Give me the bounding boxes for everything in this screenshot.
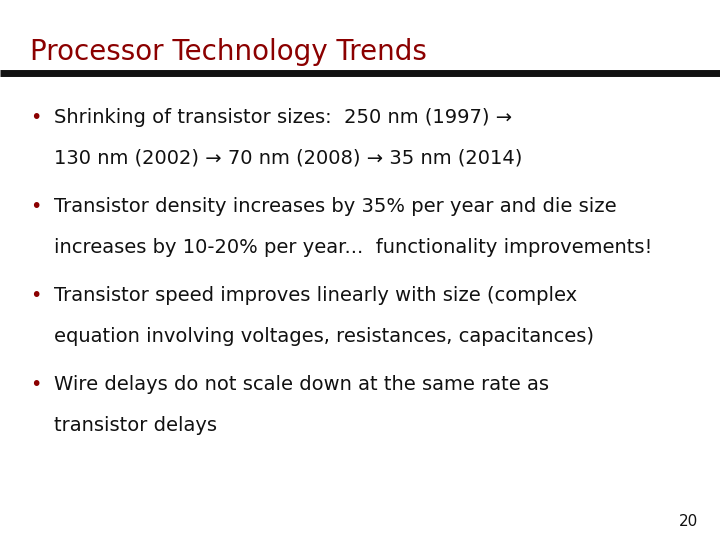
Text: Shrinking of transistor sizes:  250 nm (1997) →: Shrinking of transistor sizes: 250 nm (1… xyxy=(54,108,512,127)
Text: Processor Technology Trends: Processor Technology Trends xyxy=(30,38,427,66)
Text: Wire delays do not scale down at the same rate as: Wire delays do not scale down at the sam… xyxy=(54,375,549,394)
Text: increases by 10-20% per year...  functionality improvements!: increases by 10-20% per year... function… xyxy=(54,238,652,256)
Text: 130 nm (2002) → 70 nm (2008) → 35 nm (2014): 130 nm (2002) → 70 nm (2008) → 35 nm (20… xyxy=(54,148,523,167)
Text: Transistor density increases by 35% per year and die size: Transistor density increases by 35% per … xyxy=(54,197,616,216)
Text: transistor delays: transistor delays xyxy=(54,416,217,435)
Text: 20: 20 xyxy=(679,514,698,529)
Text: •: • xyxy=(30,375,42,394)
Text: equation involving voltages, resistances, capacitances): equation involving voltages, resistances… xyxy=(54,327,594,346)
Text: Transistor speed improves linearly with size (complex: Transistor speed improves linearly with … xyxy=(54,286,577,305)
Text: •: • xyxy=(30,286,42,305)
Text: •: • xyxy=(30,197,42,216)
Text: •: • xyxy=(30,108,42,127)
